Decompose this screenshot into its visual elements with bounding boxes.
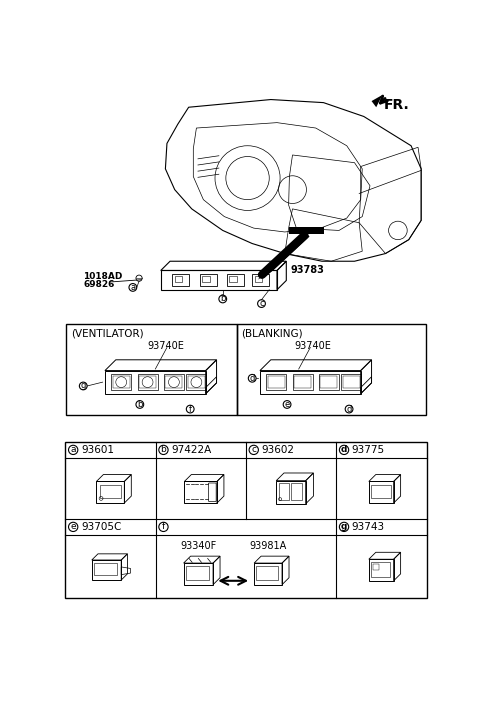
Text: 93602: 93602 (262, 445, 295, 455)
Text: b: b (137, 400, 143, 409)
Text: 93740E: 93740E (147, 341, 184, 351)
Text: c: c (251, 446, 256, 454)
Text: a: a (71, 446, 76, 454)
Text: 93783: 93783 (290, 266, 324, 276)
Text: 1018AD: 1018AD (83, 272, 122, 281)
Text: 93740E: 93740E (295, 341, 332, 351)
Text: g: g (81, 381, 86, 391)
Text: 93981A: 93981A (250, 540, 287, 550)
FancyBboxPatch shape (289, 226, 324, 234)
Text: 93601: 93601 (81, 445, 114, 455)
Text: 69826: 69826 (83, 280, 115, 288)
Text: 93743: 93743 (352, 522, 385, 532)
Polygon shape (372, 95, 383, 107)
Text: a: a (130, 283, 135, 292)
Text: b: b (161, 446, 167, 454)
Text: (VENTILATOR): (VENTILATOR) (71, 329, 144, 339)
Text: 97422A: 97422A (171, 445, 212, 455)
Text: 93705C: 93705C (81, 522, 121, 532)
Text: f: f (189, 405, 192, 413)
Polygon shape (258, 231, 310, 280)
Text: b: b (220, 294, 226, 303)
Text: (BLANKING): (BLANKING) (241, 329, 303, 339)
Text: e: e (285, 400, 290, 409)
Text: d: d (250, 374, 255, 383)
Text: g: g (341, 523, 347, 531)
Text: 93340F: 93340F (180, 540, 216, 550)
Text: e: e (71, 523, 76, 531)
Text: 93775: 93775 (352, 445, 385, 455)
Text: f: f (162, 523, 165, 531)
Text: d: d (347, 405, 352, 413)
Text: FR.: FR. (384, 98, 410, 112)
Text: d: d (341, 446, 347, 454)
Text: c: c (259, 299, 264, 308)
